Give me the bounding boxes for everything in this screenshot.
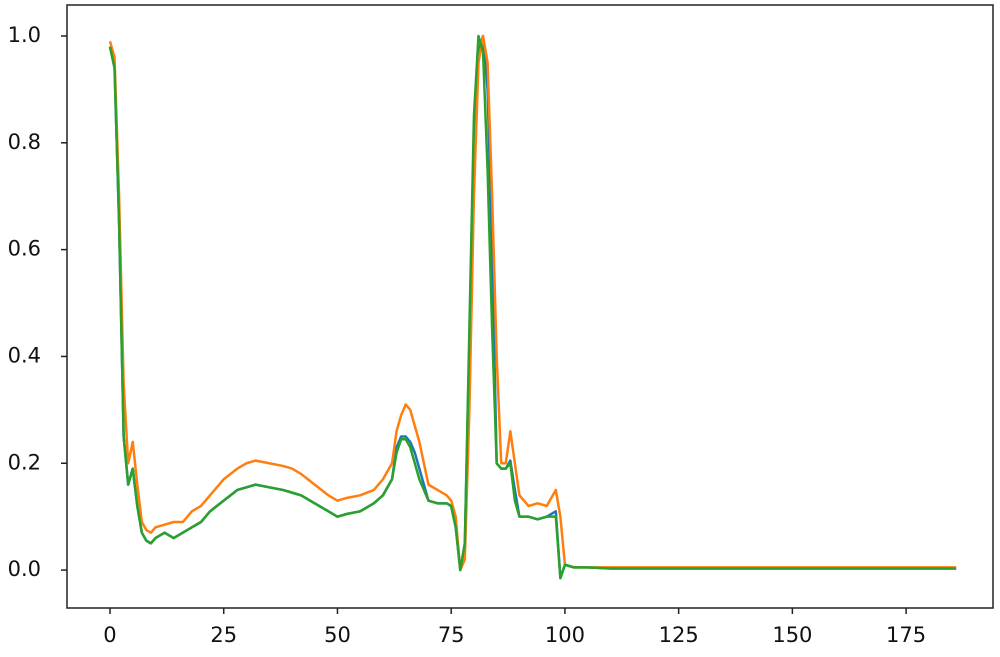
plot-frame [66, 4, 994, 609]
y-tick-label: 0.8 [8, 130, 41, 154]
y-tick-label: 0.0 [8, 557, 41, 581]
series-line [108, 34, 957, 572]
x-tick-label: 75 [438, 623, 465, 647]
y-tick-label: 1.0 [8, 23, 41, 47]
y-tick-label: 0.4 [8, 343, 41, 367]
series-line [108, 34, 957, 580]
x-tick-label: 50 [324, 623, 351, 647]
x-tick-label: 125 [659, 623, 699, 647]
x-tick-label: 25 [210, 623, 237, 647]
y-tick-label: 0.6 [8, 237, 41, 261]
series-line [108, 34, 957, 580]
x-tick-label: 150 [772, 623, 812, 647]
x-tick-label: 175 [886, 623, 926, 647]
x-tick-label: 0 [103, 623, 116, 647]
y-tick-label: 0.2 [8, 450, 41, 474]
x-tick-label: 100 [545, 623, 585, 647]
